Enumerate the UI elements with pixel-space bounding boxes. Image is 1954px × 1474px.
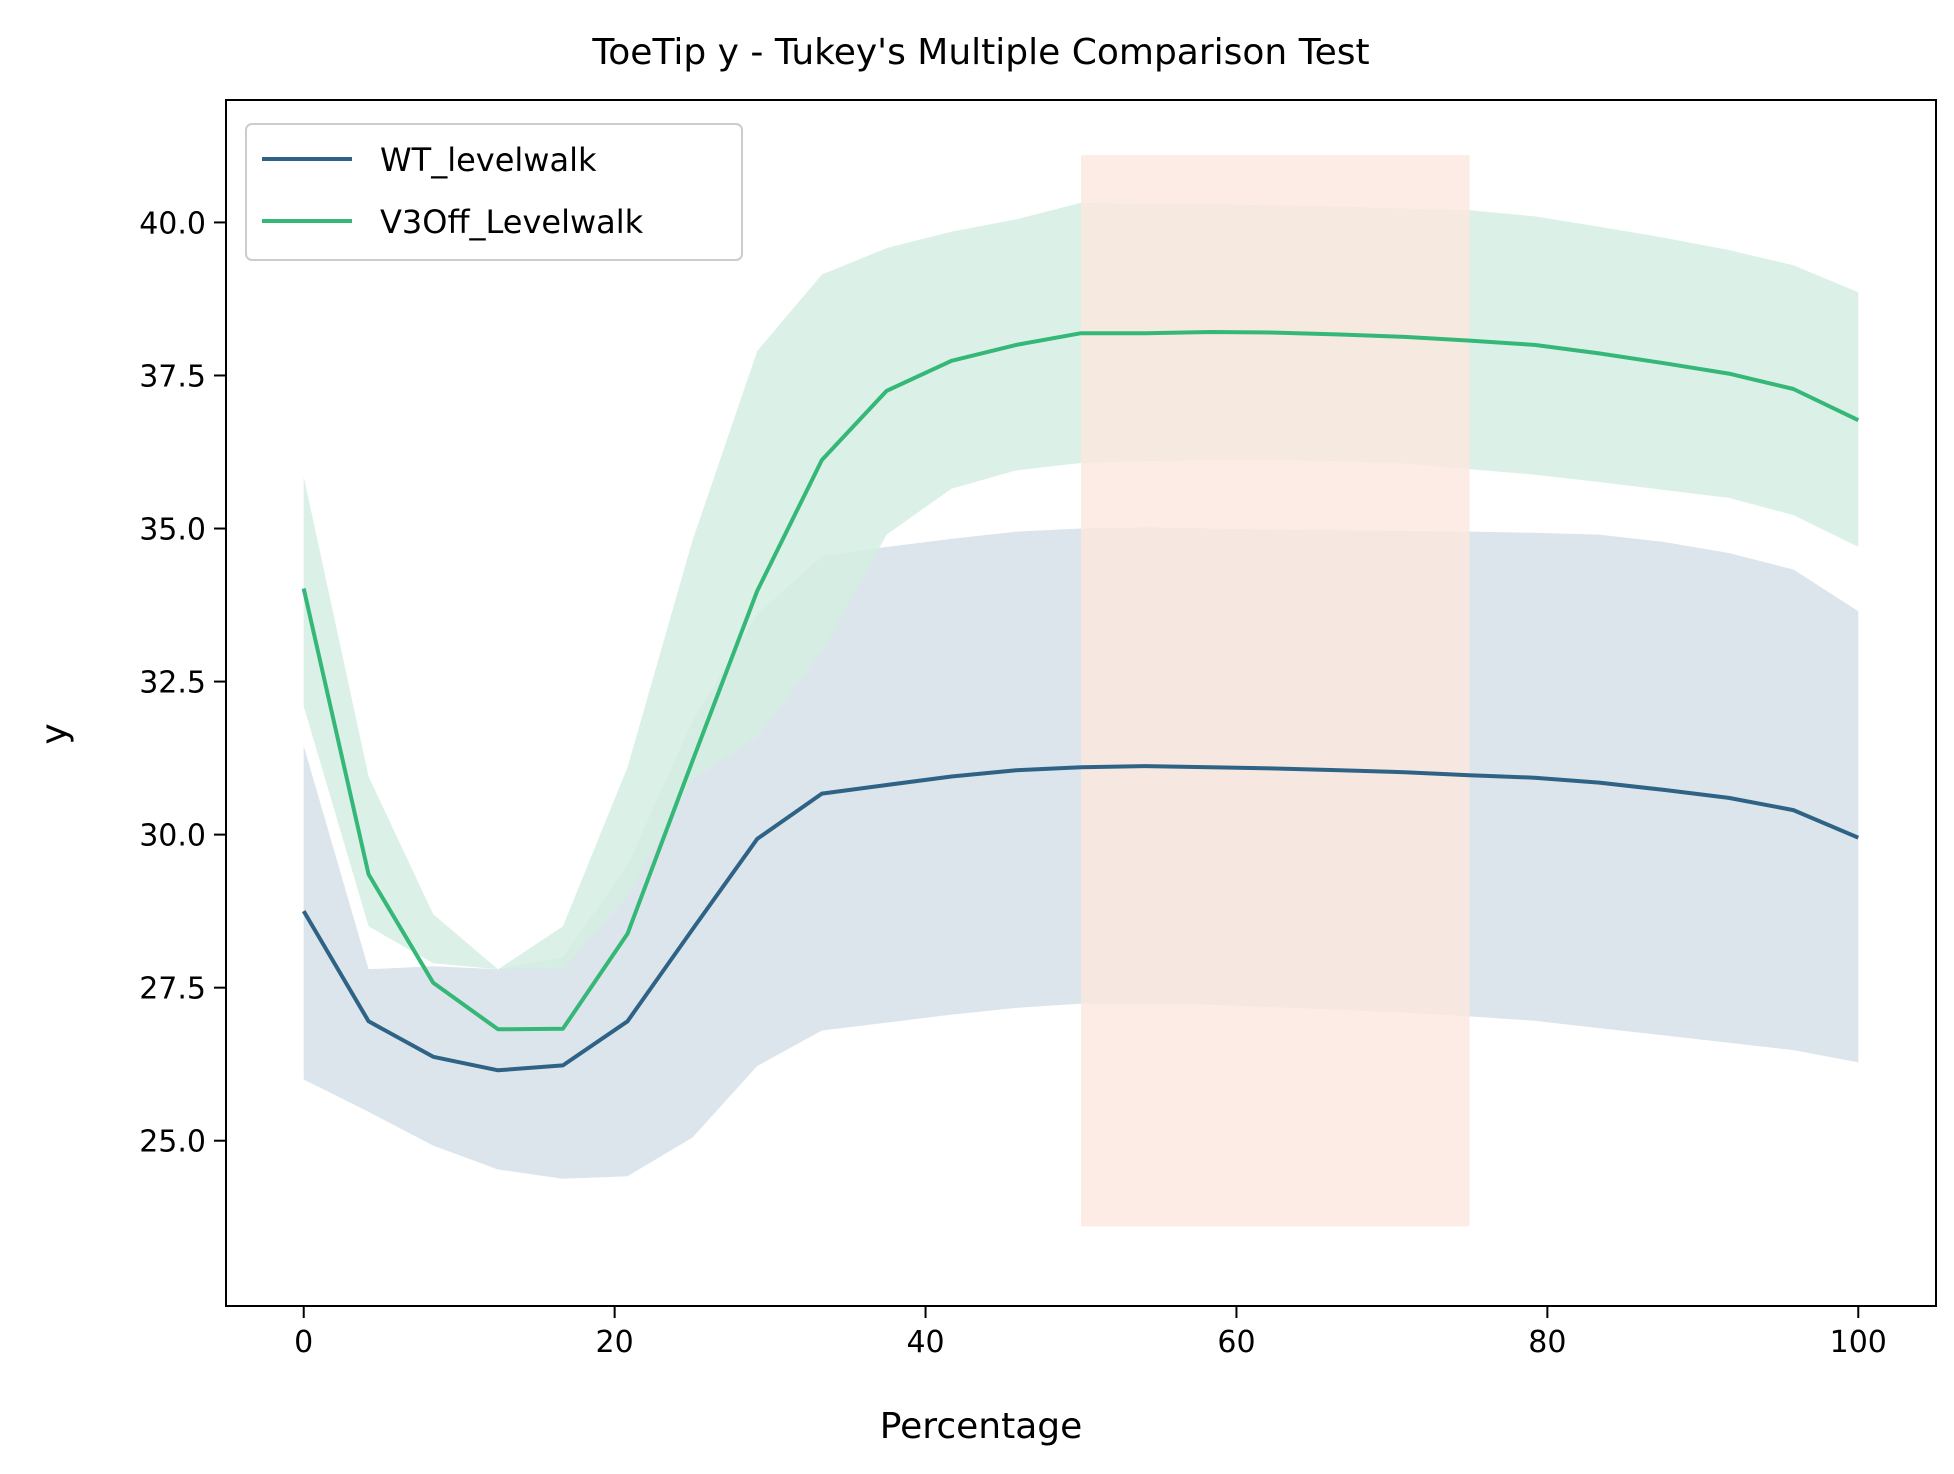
x-axis-ticks: 0 20 40 60 80 100: [294, 1306, 1887, 1360]
y-tick-label: 30.0: [139, 819, 206, 854]
y-tick-label: 35.0: [139, 513, 206, 548]
y-tick-label: 32.5: [139, 666, 206, 701]
confidence-band-1: [303, 202, 1859, 970]
significance-highlight: [1081, 155, 1470, 1227]
legend-label-v3off: V3Off_Levelwalk: [380, 203, 644, 241]
series-line-1: [301, 330, 1860, 1032]
y-tick-label: 40.0: [139, 206, 206, 241]
plot-frame: [225, 99, 1937, 1307]
chart-title: ToeTip y - Tukey's Multiple Comparison T…: [591, 32, 1369, 73]
legend: WT_levelwalk V3Off_Levelwalk: [245, 123, 743, 261]
y-tick-label: 27.5: [139, 972, 206, 1007]
x-tick-label: 40: [906, 1325, 944, 1360]
y-axis-ticks: 25.0 27.5 30.0 32.5 35.0 37.5 40.0: [139, 206, 226, 1160]
x-tick-label: 20: [596, 1325, 634, 1360]
series-line-0: [301, 764, 1860, 1073]
x-tick-label: 80: [1528, 1325, 1566, 1360]
y-axis-label: y: [34, 723, 75, 744]
legend-box: [245, 123, 743, 261]
x-axis-label: Percentage: [880, 1406, 1083, 1447]
significance-region: [1081, 155, 1470, 1227]
y-tick-label: 25.0: [139, 1125, 206, 1160]
legend-label-wt: WT_levelwalk: [380, 141, 597, 179]
x-tick-label: 0: [294, 1325, 313, 1360]
x-tick-label: 100: [1830, 1325, 1887, 1360]
series-lines: [301, 330, 1860, 1073]
y-tick-label: 37.5: [139, 359, 206, 394]
x-tick-label: 60: [1217, 1325, 1255, 1360]
